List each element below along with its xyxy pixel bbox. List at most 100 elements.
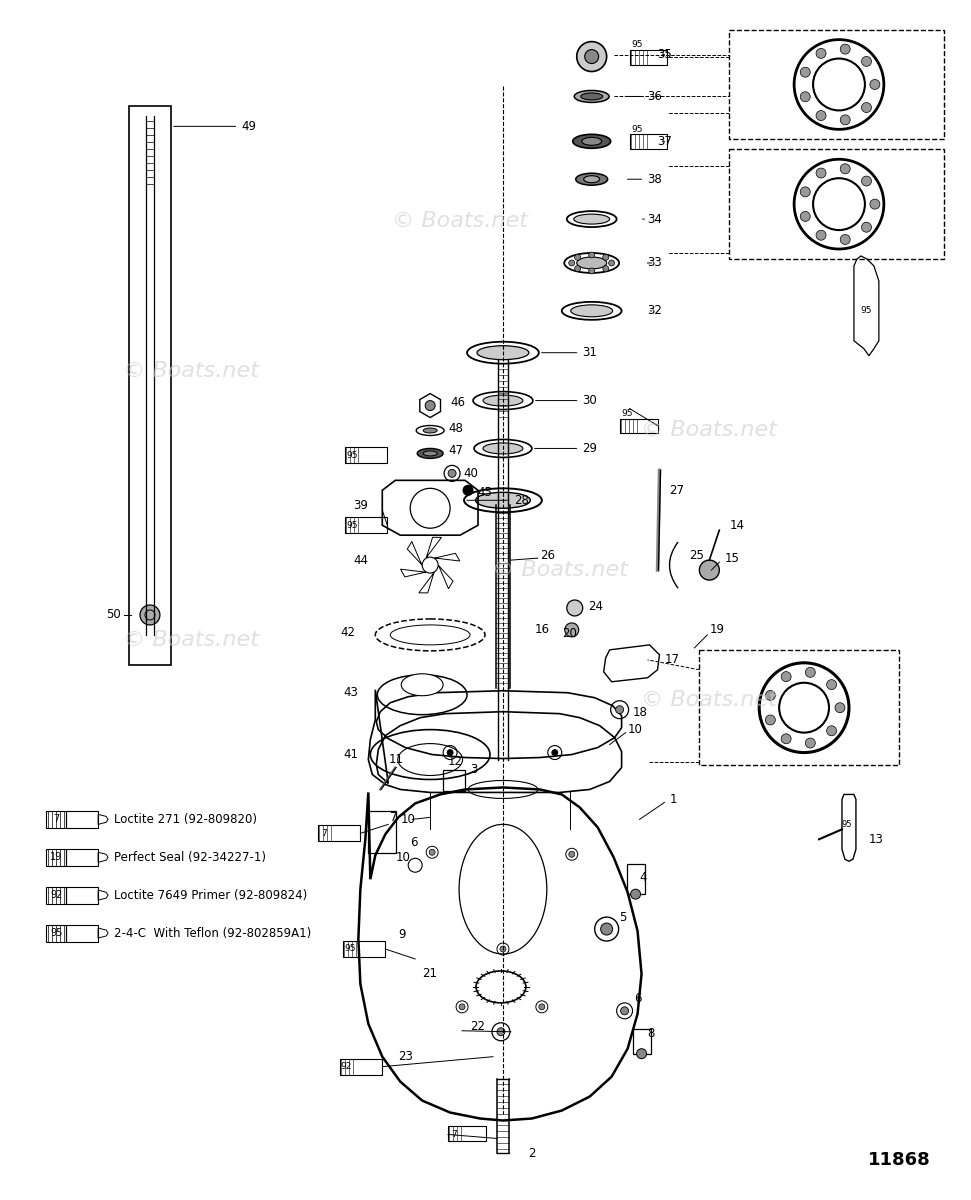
Bar xyxy=(47,924,66,942)
Text: 34: 34 xyxy=(643,212,662,226)
Text: 6: 6 xyxy=(410,836,418,848)
Ellipse shape xyxy=(476,492,530,509)
Text: 31: 31 xyxy=(542,347,597,359)
Circle shape xyxy=(800,187,810,197)
Circle shape xyxy=(575,254,581,260)
Circle shape xyxy=(459,1004,465,1010)
Text: 44: 44 xyxy=(353,553,368,566)
Ellipse shape xyxy=(423,451,437,456)
Bar xyxy=(443,769,465,792)
Text: 95: 95 xyxy=(345,944,356,954)
Text: Loctite 271 (92-809820): Loctite 271 (92-809820) xyxy=(114,812,257,826)
Circle shape xyxy=(429,850,435,856)
Bar xyxy=(129,107,171,665)
Bar xyxy=(368,811,396,853)
Circle shape xyxy=(603,265,609,271)
Circle shape xyxy=(816,168,826,178)
Bar xyxy=(629,49,667,65)
Ellipse shape xyxy=(571,305,613,317)
Text: 6: 6 xyxy=(635,992,642,1006)
Text: 95: 95 xyxy=(632,125,644,134)
Text: 28: 28 xyxy=(467,493,529,506)
Circle shape xyxy=(569,260,575,266)
Text: 24: 24 xyxy=(587,600,603,613)
Circle shape xyxy=(835,703,845,713)
Ellipse shape xyxy=(573,134,611,149)
Text: 10: 10 xyxy=(627,724,643,736)
Circle shape xyxy=(861,56,871,66)
Ellipse shape xyxy=(574,214,610,224)
Text: 46: 46 xyxy=(451,396,465,409)
Ellipse shape xyxy=(418,449,443,458)
Text: 16: 16 xyxy=(535,624,550,636)
Text: 45: 45 xyxy=(477,486,492,499)
Text: 19: 19 xyxy=(50,852,62,863)
Bar xyxy=(318,826,360,841)
Text: 2-4-C  With Teflon (92-802859A1): 2-4-C With Teflon (92-802859A1) xyxy=(114,926,312,940)
Ellipse shape xyxy=(582,137,602,145)
Circle shape xyxy=(781,672,791,682)
Circle shape xyxy=(800,91,810,102)
Circle shape xyxy=(816,110,826,120)
Text: 7: 7 xyxy=(452,1130,457,1139)
Circle shape xyxy=(447,750,453,756)
Bar xyxy=(47,811,66,828)
Text: 50: 50 xyxy=(106,608,121,622)
Bar xyxy=(341,1058,383,1075)
Text: 11868: 11868 xyxy=(867,1151,930,1169)
Circle shape xyxy=(861,222,871,232)
Circle shape xyxy=(448,469,456,478)
Bar xyxy=(66,887,98,904)
Bar xyxy=(699,650,899,764)
Circle shape xyxy=(826,726,837,736)
Ellipse shape xyxy=(423,428,437,433)
Text: 23: 23 xyxy=(398,1050,413,1063)
Circle shape xyxy=(765,690,775,701)
Ellipse shape xyxy=(574,90,609,102)
Text: 8: 8 xyxy=(648,1027,654,1040)
Circle shape xyxy=(588,268,594,274)
Bar xyxy=(632,1028,651,1054)
Text: 40: 40 xyxy=(463,467,478,480)
Circle shape xyxy=(609,260,615,266)
Circle shape xyxy=(569,851,575,857)
Text: 10: 10 xyxy=(400,812,416,826)
Text: 25: 25 xyxy=(689,548,704,562)
Circle shape xyxy=(800,211,810,221)
Text: Perfect Seal (92-34227-1): Perfect Seal (92-34227-1) xyxy=(114,851,266,864)
Circle shape xyxy=(840,163,851,174)
Circle shape xyxy=(585,49,599,64)
Text: 1: 1 xyxy=(669,793,677,806)
Text: 41: 41 xyxy=(344,748,358,761)
Circle shape xyxy=(816,230,826,240)
Circle shape xyxy=(425,401,435,410)
Circle shape xyxy=(861,102,871,113)
Text: 92: 92 xyxy=(341,1062,352,1072)
Bar xyxy=(629,134,667,149)
Bar xyxy=(626,864,645,894)
Text: 95: 95 xyxy=(621,409,633,418)
Circle shape xyxy=(577,42,607,72)
Text: 95: 95 xyxy=(50,928,62,938)
Text: 9: 9 xyxy=(398,928,406,941)
Circle shape xyxy=(800,67,810,77)
Text: 17: 17 xyxy=(664,653,680,666)
Text: 7: 7 xyxy=(321,829,327,838)
Text: 42: 42 xyxy=(341,626,355,640)
Text: 19: 19 xyxy=(710,624,724,636)
Circle shape xyxy=(539,1004,545,1010)
Bar xyxy=(66,848,98,865)
Circle shape xyxy=(816,48,826,59)
Text: 5: 5 xyxy=(619,911,627,924)
Circle shape xyxy=(140,605,160,625)
Text: 30: 30 xyxy=(536,394,597,407)
Circle shape xyxy=(840,44,851,54)
Ellipse shape xyxy=(577,257,607,269)
Ellipse shape xyxy=(483,395,523,406)
Circle shape xyxy=(588,252,594,258)
Text: 13: 13 xyxy=(869,833,884,846)
Text: 37: 37 xyxy=(657,134,672,148)
Circle shape xyxy=(575,265,581,271)
Text: 95: 95 xyxy=(347,451,358,460)
Circle shape xyxy=(500,946,506,952)
